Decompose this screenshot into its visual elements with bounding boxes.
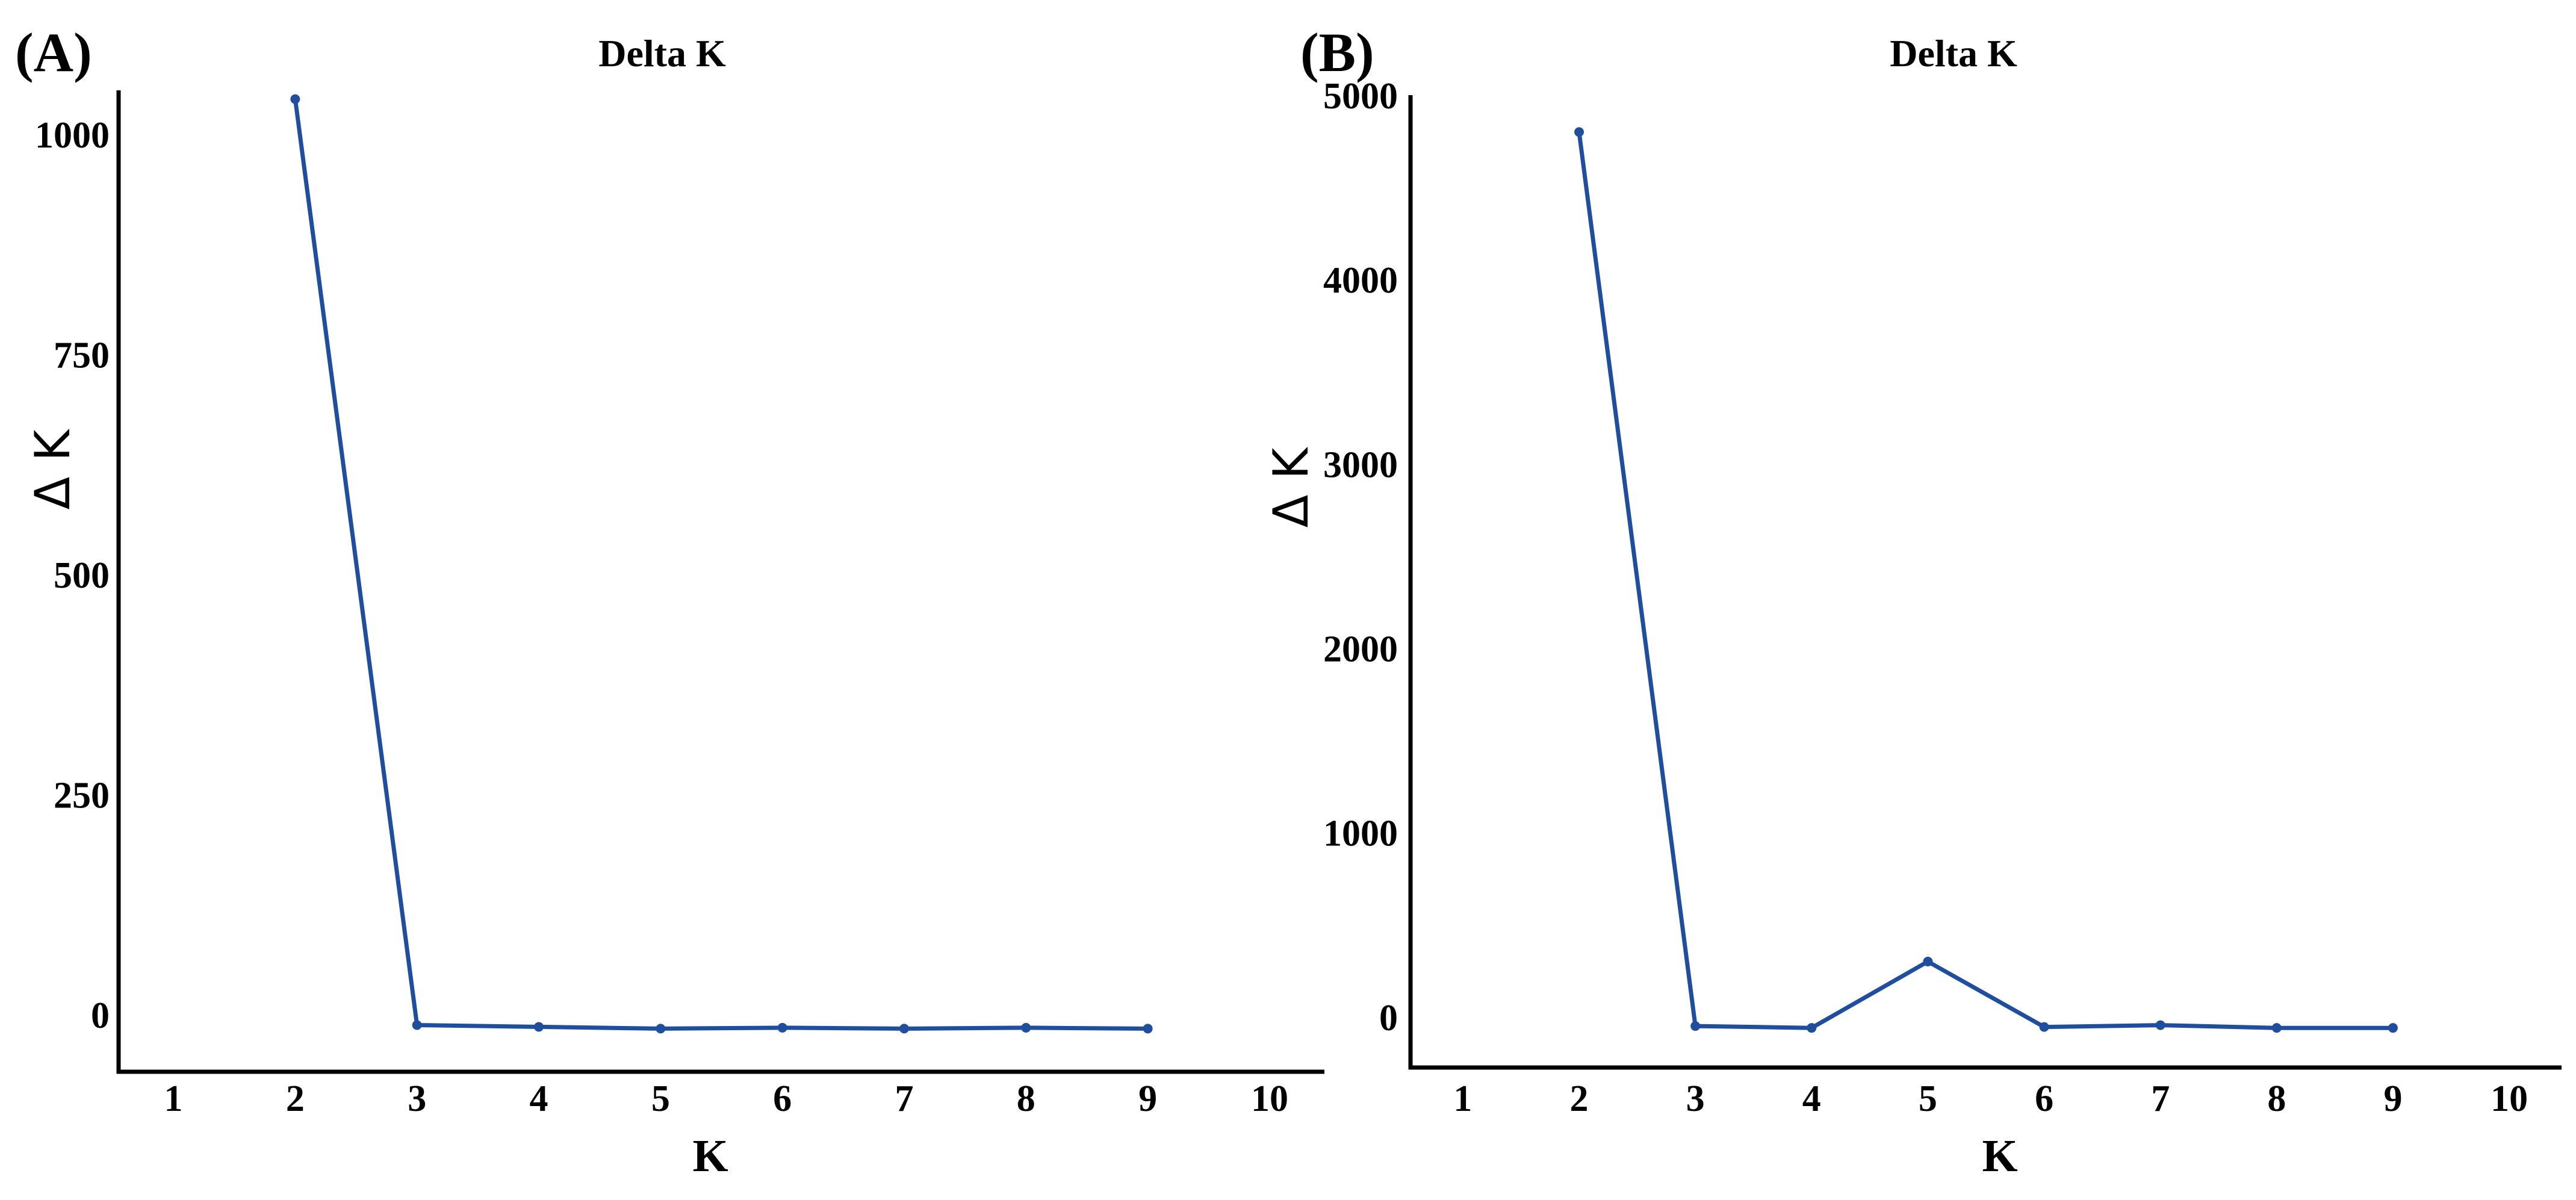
panel-b: (B) Delta K Δ K K 1 2 3 4 5 6 7 8 9 10 1000 2000 30…: [1263, 22, 2562, 1181]
x-tick-label: 1: [1453, 1078, 1472, 1119]
y-tick-label: 250: [54, 776, 110, 816]
x-tick-label: 7: [2151, 1078, 2170, 1119]
data-point: [2039, 1022, 2049, 1032]
panel-a-title: Delta K: [598, 32, 726, 75]
x-tick-label: 4: [1802, 1078, 1821, 1119]
data-point: [2388, 1023, 2398, 1033]
x-tick-label: 3: [1686, 1078, 1705, 1119]
x-tick-label: 8: [2267, 1078, 2286, 1119]
x-tick-label: 10: [1251, 1078, 1288, 1119]
x-tick-label: 2: [1570, 1078, 1589, 1119]
y-tick-label: 4000: [1323, 260, 1398, 301]
y-tick-label: 0: [1379, 998, 1398, 1039]
x-tick-label: 3: [408, 1078, 426, 1119]
panel-b-x-ticks: 1 2 3 4 5 6 7 8 9 10: [1453, 1078, 2528, 1119]
y-tick-label: 1000: [35, 115, 110, 156]
x-tick-label: 2: [286, 1078, 305, 1119]
data-point: [2271, 1023, 2282, 1033]
x-tick-label: 9: [1138, 1078, 1157, 1119]
y-tick-label: 500: [54, 555, 110, 596]
panel-a-xlabel: K: [692, 1131, 728, 1181]
x-tick-label: 6: [773, 1078, 792, 1119]
x-tick-label: 4: [530, 1078, 548, 1119]
data-point: [777, 1022, 787, 1033]
data-point: [656, 1024, 666, 1034]
panel-b-label: (B): [1300, 22, 1374, 83]
x-tick-label: 5: [651, 1078, 670, 1119]
data-point: [290, 94, 300, 104]
panel-a-label: (A): [15, 22, 92, 83]
x-tick-label: 9: [2383, 1078, 2402, 1119]
data-point: [2155, 1020, 2165, 1030]
data-point: [899, 1024, 909, 1034]
y-tick-label: 2000: [1323, 629, 1398, 670]
y-tick-label: 750: [54, 335, 110, 376]
panel-b-series-line: [1577, 131, 2393, 1030]
panel-b-title: Delta K: [1890, 32, 2017, 75]
data-point: [534, 1022, 544, 1032]
y-tick-label: 0: [91, 995, 110, 1036]
x-tick-label: 5: [1919, 1078, 1937, 1119]
data-point: [1923, 956, 1933, 966]
x-tick-label: 8: [1017, 1078, 1035, 1119]
panel-a-y-ticks: 0 250 500 750 1000: [35, 115, 110, 1036]
data-point: [1690, 1021, 1701, 1031]
panel-b-y-ticks: 1000 2000 3000 4000 5000 0: [1323, 76, 1398, 1039]
y-tick-label: 5000: [1323, 76, 1398, 117]
panel-a-ylabel: Δ K: [25, 428, 81, 509]
x-tick-label: 1: [164, 1078, 183, 1119]
panel-a: (A) Delta K Δ K K 1 2 3 4 5 6 7 8 9 10 0 250 500 750…: [15, 22, 1324, 1181]
data-point: [1807, 1023, 1817, 1033]
data-point: [1021, 1022, 1031, 1033]
panel-b-ylabel: Δ K: [1263, 446, 1319, 527]
data-point: [1574, 127, 1584, 137]
y-tick-label: 1000: [1323, 813, 1398, 854]
panel-b-xlabel: K: [1982, 1131, 2017, 1181]
x-tick-label: 7: [895, 1078, 913, 1119]
data-point: [1143, 1024, 1153, 1034]
x-tick-label: 6: [2035, 1078, 2053, 1119]
panel-a-series-line: [293, 99, 1148, 1031]
panel-a-x-ticks: 1 2 3 4 5 6 7 8 9 10: [164, 1078, 1288, 1119]
panel-a-points: [290, 94, 1153, 1034]
y-tick-label: 3000: [1323, 444, 1398, 485]
x-tick-label: 10: [2491, 1078, 2528, 1119]
panel-b-points: [1574, 127, 2398, 1033]
data-point: [412, 1020, 422, 1030]
